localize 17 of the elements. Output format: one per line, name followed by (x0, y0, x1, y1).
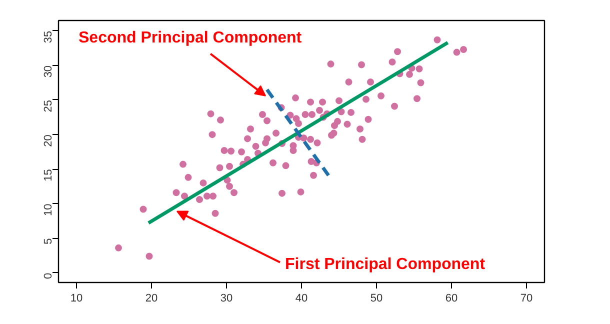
annotation: First Principal Component (285, 256, 486, 273)
y-tick-label: 0 (42, 272, 54, 279)
x-tick-label: 30 (220, 292, 233, 304)
y-tick-label: 5 (42, 238, 54, 244)
x-tick-label: 60 (445, 292, 458, 304)
y-tick-label: 30 (42, 65, 54, 78)
x-tick-label: 70 (520, 292, 533, 304)
y-tick-label: 35 (42, 30, 54, 44)
x-tick-label: 20 (145, 292, 158, 304)
x-tick-label: 10 (70, 292, 83, 304)
y-tick-label: 15 (42, 169, 54, 182)
y-tick-label: 20 (42, 134, 54, 147)
x-tick-label: 50 (370, 292, 383, 304)
annotation: Second Principal Component (78, 29, 302, 46)
y-tick-label: 25 (42, 100, 54, 112)
y-tick-label: 10 (42, 204, 54, 216)
x-tick-label: 40 (295, 292, 308, 304)
